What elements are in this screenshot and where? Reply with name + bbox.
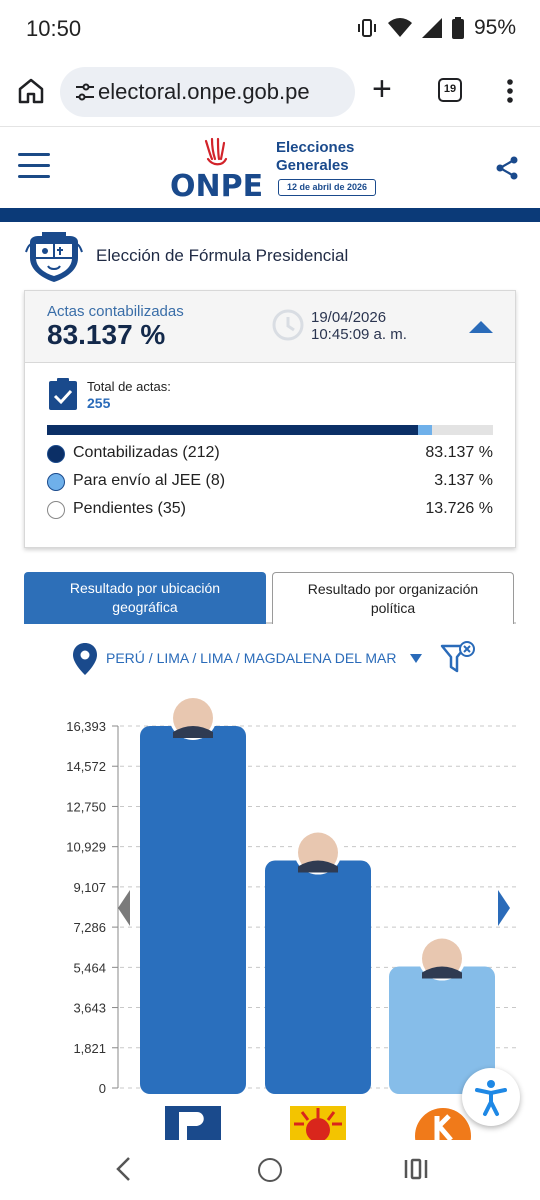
party-logo-fuerza [415, 1106, 471, 1140]
summary-card: Actas contabilizadas 83.137 % 19/04/2026… [24, 290, 516, 548]
y-tick-label: 3,643 [73, 1001, 106, 1016]
section-title: Elección de Fórmula Presidencial [96, 246, 349, 265]
progress-contabilizadas [47, 425, 418, 435]
y-tick-label: 14,572 [66, 759, 106, 774]
accessibility-button[interactable] [462, 1068, 520, 1126]
y-tick-label: 5,464 [73, 960, 106, 975]
legend-pendientes: Pendientes (35) 13.726 % [47, 499, 493, 521]
legend-jee: Para envío al JEE (8) 3.137 % [47, 471, 493, 493]
wifi-icon [387, 18, 412, 37]
accessibility-icon [475, 1080, 507, 1116]
legend-dot [47, 501, 65, 519]
section-header: Elección de Fórmula Presidencial [24, 228, 524, 284]
status-time: 10:50 [26, 16, 82, 41]
legend-label: Contabilizadas (212) [73, 444, 220, 461]
home-nav-icon[interactable] [258, 1158, 282, 1182]
elections-title: Elecciones Generales [276, 139, 355, 174]
android-navigation-bar [0, 1140, 540, 1200]
bar [140, 726, 246, 1094]
chart-prev-arrow [118, 890, 130, 926]
legend-value: 83.137 % [425, 444, 493, 461]
peru-coat-of-arms-icon [25, 232, 83, 282]
update-timestamp: 19/04/2026 10:45:09 a. m. [311, 309, 407, 343]
bar [265, 860, 371, 1094]
chevron-down-icon[interactable] [410, 654, 422, 663]
party-logo-renovacion [165, 1106, 221, 1140]
candidate-avatar-suit [422, 966, 462, 979]
collapse-arrow-icon[interactable] [469, 321, 493, 333]
total-actas-label: Total de actas: [87, 379, 171, 394]
location-path[interactable]: PERÚ / LIMA / LIMA / MAGDALENA DEL MAR [106, 650, 397, 666]
site-header: ONPE Elecciones Generales 12 de abril de… [0, 126, 540, 210]
progress-jee [417, 425, 432, 435]
y-tick-label: 7,286 [73, 920, 106, 935]
legend-dot [47, 445, 65, 463]
candidate-avatar-suit [298, 860, 338, 873]
signal-icon [421, 18, 442, 38]
candidate-avatar-suit [173, 726, 213, 738]
results-tabs: Resultado por ubicación geográfica Result… [24, 572, 516, 624]
y-tick-label: 16,393 [66, 719, 106, 734]
recent-apps-icon[interactable] [404, 1158, 428, 1180]
legend-dot [47, 473, 65, 491]
total-actas-value: 255 [87, 395, 111, 411]
url-text[interactable]: electoral.onpe.gob.pe [98, 79, 310, 104]
summary-card-header[interactable]: Actas contabilizadas 83.137 % 19/04/2026… [25, 291, 515, 363]
onpe-logo-text: ONPE [170, 169, 264, 204]
back-icon[interactable] [114, 1156, 134, 1182]
legend-value: 13.726 % [425, 500, 493, 517]
clipboard-check-icon [49, 378, 77, 410]
header-stripe [0, 208, 540, 222]
y-tick-label: 12,750 [66, 799, 106, 814]
results-bar-chart: 16,393 14,572 12,750 10,929 9,107 7,286 5,464 3… [66, 692, 516, 1096]
share-icon[interactable] [494, 155, 520, 181]
legend-contabilizadas: Contabilizadas (212) 83.137 % [47, 443, 493, 465]
location-selector[interactable]: PERÚ / LIMA / LIMA / MAGDALENA DEL MAR [72, 640, 492, 680]
onpe-logo[interactable]: ONPE [170, 137, 265, 204]
legend-label: Pendientes (35) [73, 500, 186, 517]
battery-percent: 95% [473, 16, 516, 39]
election-date-badge: 12 de abril de 2026 [278, 179, 376, 196]
vibrate-icon [357, 19, 376, 37]
y-tick-label: 10,929 [66, 840, 106, 855]
tab-organizacion-politica[interactable]: Resultado por organización política [272, 572, 514, 624]
tab-switcher-button[interactable]: 19 [438, 78, 462, 102]
battery-icon [451, 17, 464, 39]
hamburger-menu-icon[interactable] [18, 153, 50, 179]
home-icon[interactable] [16, 76, 46, 106]
location-pin-icon [73, 643, 97, 675]
status-bar: 10:50 95% [0, 0, 540, 60]
new-tab-icon[interactable]: + [372, 70, 392, 108]
site-settings-icon[interactable] [74, 81, 96, 103]
chart-next-arrow [498, 890, 510, 926]
tab-ubicacion-geografica[interactable]: Resultado por ubicación geográfica [24, 572, 266, 624]
actas-percentage: 83.137 % [47, 319, 166, 350]
clock-history-icon [272, 309, 304, 341]
y-tick-label: 0 [99, 1081, 106, 1096]
clear-filter-icon[interactable] [440, 640, 476, 678]
actas-progress-bar [47, 425, 493, 435]
legend-label: Para envío al JEE (8) [73, 472, 226, 489]
browser-toolbar: electoral.onpe.gob.pe + 19 [0, 60, 540, 126]
legend-value: 3.137 % [434, 472, 493, 489]
more-menu-icon[interactable] [500, 76, 520, 106]
hand-vote-icon [204, 137, 228, 166]
y-tick-label: 1,821 [73, 1041, 106, 1056]
actas-label: Actas contabilizadas [47, 303, 184, 320]
y-tick-label: 9,107 [73, 880, 106, 895]
status-icons: 95% [356, 16, 516, 40]
bar [389, 966, 495, 1094]
party-logo-sun [290, 1106, 346, 1140]
address-bar[interactable]: electoral.onpe.gob.pe [60, 67, 355, 117]
